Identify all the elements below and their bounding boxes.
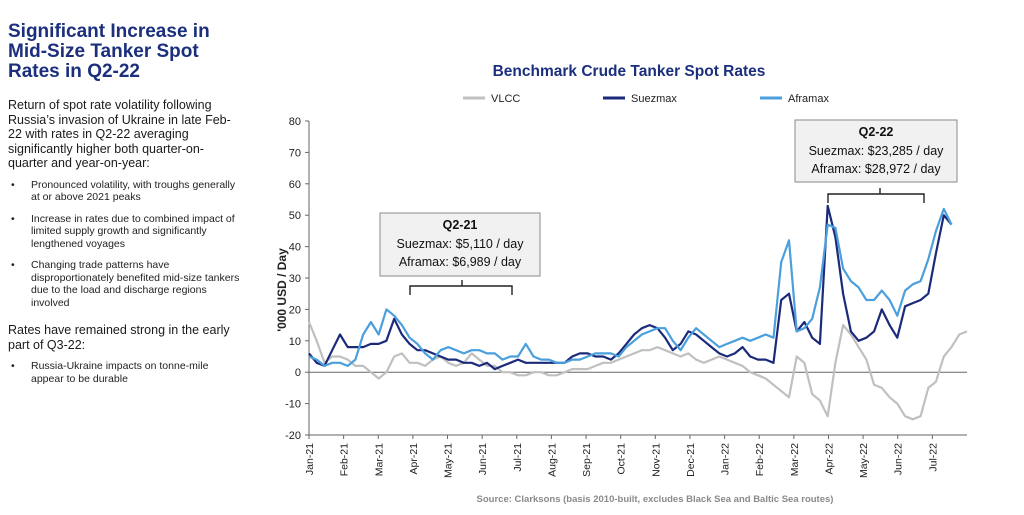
subheading: Rates have remained strong in the early … bbox=[8, 323, 230, 352]
x-tick-label: Jun-21 bbox=[477, 443, 489, 475]
callout-title: Q2-21 bbox=[443, 218, 478, 232]
x-tick-label: Jan-22 bbox=[720, 443, 732, 475]
callout-title: Q2-22 bbox=[859, 125, 894, 139]
x-tick-label: Mar-22 bbox=[789, 443, 801, 476]
x-tick-label: Jul-21 bbox=[512, 443, 524, 472]
callout-line: Suezmax: $23,285 / day bbox=[809, 144, 945, 158]
x-tick-label: May-22 bbox=[858, 443, 870, 478]
left-panel: Significant Increase in Mid-Size Tanker … bbox=[8, 22, 240, 394]
y-tick-label: -10 bbox=[285, 399, 301, 411]
x-tick-label: Apr-22 bbox=[823, 443, 835, 475]
bullet-list: Pronounced volatility, with troughs gene… bbox=[8, 179, 240, 310]
plot-area bbox=[308, 121, 967, 436]
bullet-item: Increase in rates due to combined impact… bbox=[8, 213, 240, 251]
chart-title: Benchmark Crude Tanker Spot Rates bbox=[493, 63, 766, 80]
bullet-item: Changing trade patterns have disproporti… bbox=[8, 259, 240, 309]
series-line-suezmax bbox=[308, 204, 953, 371]
y-tick-label: -20 bbox=[285, 430, 301, 442]
x-tick-label: Jul-22 bbox=[927, 443, 939, 472]
x-tick-label: Apr-21 bbox=[408, 443, 420, 475]
callout-bracket bbox=[827, 188, 925, 203]
callout-box bbox=[379, 212, 541, 277]
legend-label-suezmax: Suezmax bbox=[631, 93, 677, 105]
x-tick-label: Feb-22 bbox=[754, 443, 766, 476]
x-tick-label: Aug-21 bbox=[546, 443, 558, 477]
series-line-vlcc bbox=[307, 321, 968, 421]
y-axis: -20 -10 0 10 20 30 40 50 60 70 80 bbox=[285, 116, 309, 442]
callout-bracket bbox=[409, 280, 513, 295]
x-axis: Jan-21 Feb-21 Mar-21 Apr-21 May-21 Jun-21 Jul-… bbox=[304, 435, 939, 478]
intro-text: Return of spot rate volatility following… bbox=[8, 98, 231, 170]
x-tick-label: Nov-21 bbox=[650, 443, 662, 477]
x-tick-label: Oct-21 bbox=[616, 443, 628, 475]
callout-box bbox=[794, 119, 958, 183]
callout-q2-22: Q2-22 Suezmax: $23,285 / day Aframax: $28,… bbox=[794, 119, 958, 203]
series-line-aframax bbox=[308, 207, 953, 367]
y-tick-label: 10 bbox=[289, 336, 301, 348]
x-tick-label: May-21 bbox=[443, 443, 455, 478]
x-tick-label: Dec-21 bbox=[685, 443, 697, 477]
chart-legend: VLCC Suezmax Aframax bbox=[463, 93, 829, 105]
x-tick-label: Jan-21 bbox=[304, 443, 316, 475]
x-tick-label: Mar-21 bbox=[373, 443, 385, 476]
page-title: Significant Increase in Mid-Size Tanker … bbox=[8, 21, 210, 82]
callouts: Q2-21 Suezmax: $5,110 / day Aframax: $6,98… bbox=[379, 119, 958, 295]
y-tick-label: 40 bbox=[289, 242, 301, 254]
y-tick-label: 30 bbox=[289, 273, 301, 285]
x-tick-label: Jun-22 bbox=[893, 443, 905, 475]
legend-label-aframax: Aframax bbox=[788, 93, 829, 105]
y-tick-label: 50 bbox=[289, 210, 301, 222]
bullet-item: Pronounced volatility, with troughs gene… bbox=[8, 179, 240, 204]
callout-q2-21: Q2-21 Suezmax: $5,110 / day Aframax: $6,98… bbox=[379, 212, 541, 295]
bullet-list-2: Russia-Ukraine impacts on tonne-mile app… bbox=[8, 360, 240, 385]
callout-line: Aframax: $28,972 / day bbox=[811, 162, 941, 176]
x-tick-label: Feb-21 bbox=[339, 443, 351, 476]
source-note: Source: Clarksons (basis 2010-built, exc… bbox=[477, 494, 834, 505]
y-tick-label: 60 bbox=[289, 179, 301, 191]
y-tick-label: 70 bbox=[289, 147, 301, 159]
legend-label-vlcc: VLCC bbox=[491, 93, 520, 105]
tanker-rates-chart: Benchmark Crude Tanker Spot Rates VLCC Su… bbox=[275, 63, 968, 505]
y-tick-label: 80 bbox=[289, 116, 301, 128]
y-tick-label: 20 bbox=[289, 304, 301, 316]
bullet-item: Russia-Ukraine impacts on tonne-mile app… bbox=[8, 360, 240, 385]
series-group bbox=[307, 204, 968, 421]
callout-line: Aframax: $6,989 / day bbox=[399, 255, 522, 269]
x-tick-label: Sep-21 bbox=[581, 443, 593, 477]
y-tick-label: 0 bbox=[295, 367, 301, 379]
y-axis-label: '000 USD / Day bbox=[275, 248, 289, 332]
callout-line: Suezmax: $5,110 / day bbox=[397, 237, 525, 251]
